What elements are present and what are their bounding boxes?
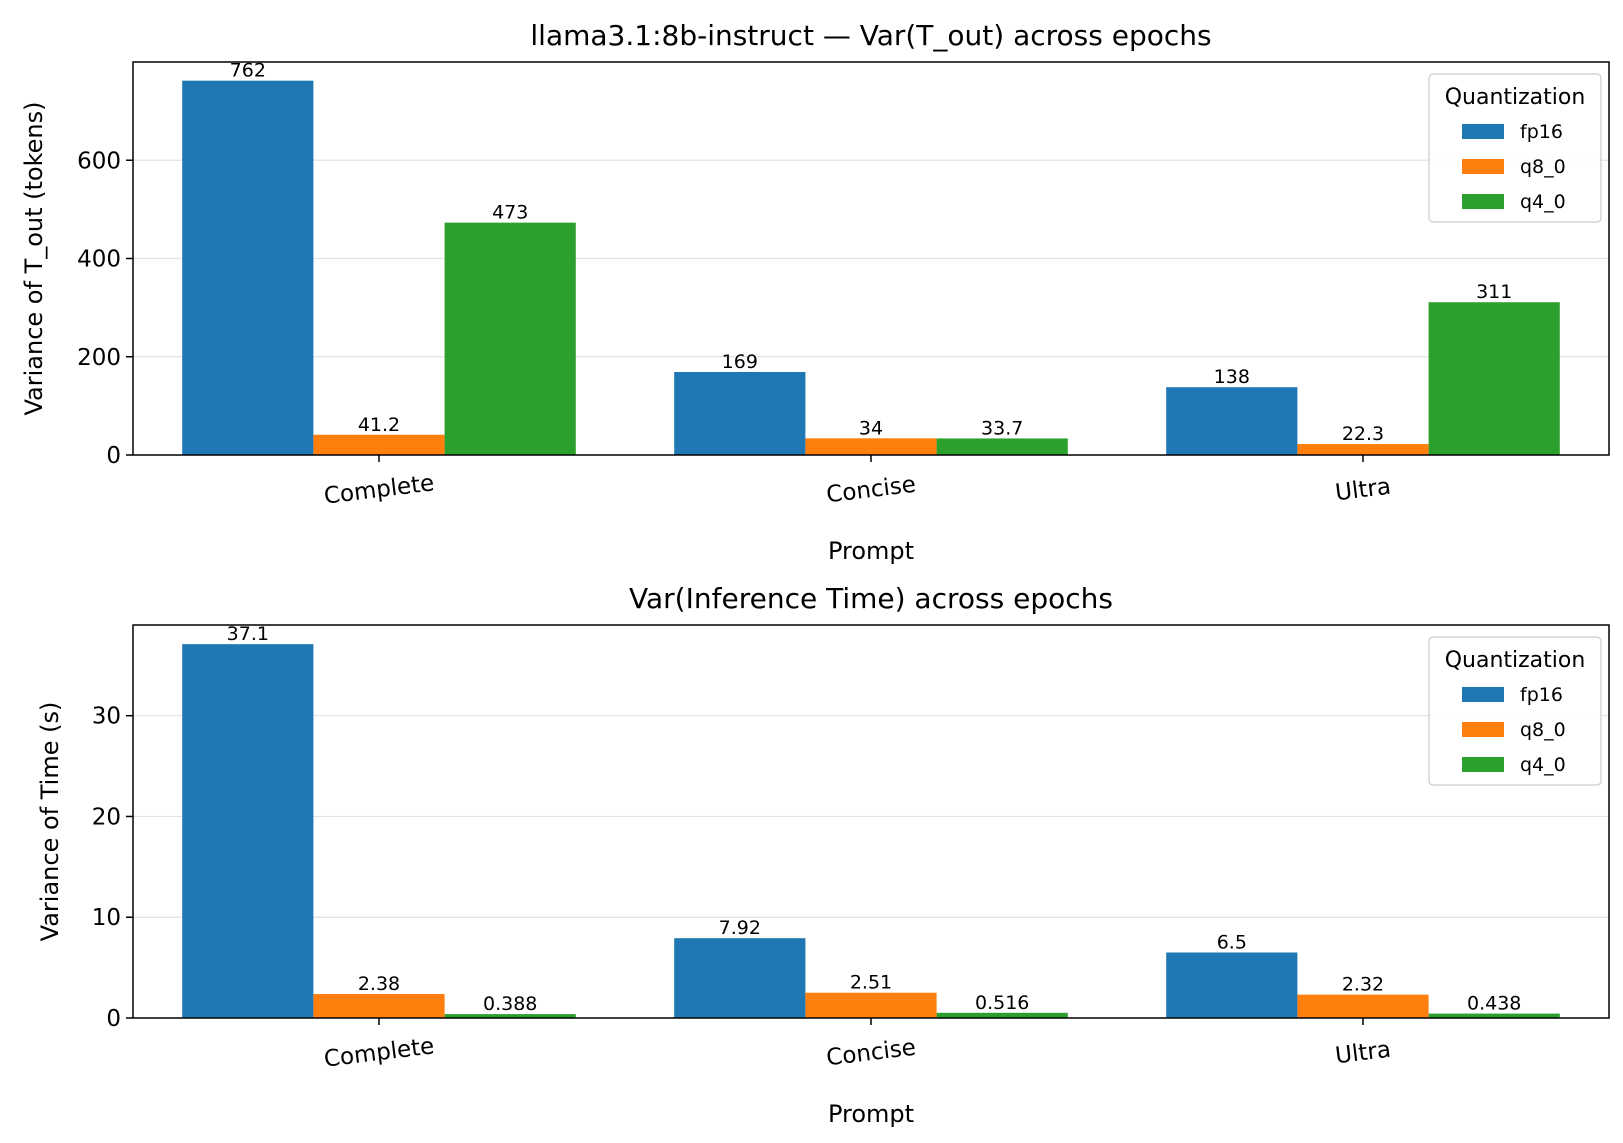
legend: Quantization fp16 q8_0 q4_0 [1428,73,1602,223]
data-label: 473 [492,202,528,224]
legend-label-q8_0: q8_0 [1520,719,1566,741]
data-label: 0.516 [975,992,1029,1014]
data-label: 0.438 [1467,993,1521,1015]
legend: Quantization fp16 q8_0 q4_0 [1428,636,1602,786]
bar-q4_0-complete [444,222,576,455]
bar-q4_0-complete [444,1014,576,1018]
data-label: 7.92 [719,917,761,939]
bar-fp16-concise [674,371,806,455]
legend-swatch-q8_0 [1462,722,1504,737]
bar-q4_0-concise [936,438,1068,455]
legend-label-fp16: fp16 [1520,684,1563,706]
y-tick-label: 600 [77,148,121,174]
legend-swatch-q4_0 [1462,757,1504,772]
legend-swatch-q4_0 [1462,194,1504,209]
bar-q8_0-complete [313,434,445,455]
legend-swatch-fp16 [1462,687,1504,702]
data-label: 169 [722,351,758,373]
x-axis-label: Prompt [828,1100,914,1128]
legend-label-fp16: fp16 [1520,121,1563,143]
data-label: 34 [859,417,883,439]
data-label: 138 [1214,366,1250,388]
y-tick-label: 10 [92,905,121,931]
legend-swatch-fp16 [1462,124,1504,139]
data-label: 2.32 [1342,974,1384,996]
legend-box [1428,636,1602,786]
data-label: 0.388 [483,993,537,1015]
bar-q8_0-complete [313,994,445,1018]
bar-q4_0-ultra [1428,1013,1560,1018]
bar-q8_0-concise [805,438,937,455]
y-axis-label: Variance of T_out (tokens) [20,101,48,415]
bar-fp16-complete [182,80,314,455]
y-axis-label: Variance of Time (s) [36,702,64,942]
data-label: 2.51 [850,972,892,994]
data-label: 22.3 [1342,423,1384,445]
legend-box [1428,73,1602,223]
legend-swatch-q8_0 [1462,159,1504,174]
bar-q8_0-ultra [1297,444,1429,455]
y-tick-label: 0 [106,443,121,469]
data-label: 41.2 [358,414,400,436]
data-label: 37.1 [227,623,269,645]
bar-fp16-concise [674,938,806,1018]
y-tick-label: 0 [106,1006,121,1032]
chart-title: Var(Inference Time) across epochs [629,582,1113,615]
bar-q8_0-concise [805,992,937,1018]
data-label: 311 [1476,281,1512,303]
bar-q4_0-ultra [1428,302,1560,455]
legend-title: Quantization [1445,85,1586,110]
legend-label-q8_0: q8_0 [1520,156,1566,178]
y-tick-label: 400 [77,247,121,273]
bar-fp16-ultra [1166,387,1298,455]
bar-q4_0-concise [936,1012,1068,1018]
data-label: 33.7 [981,417,1023,439]
bar-fp16-ultra [1166,952,1298,1018]
bar-q8_0-ultra [1297,994,1429,1018]
x-axis-label: Prompt [828,537,914,565]
y-tick-label: 200 [77,345,121,371]
legend-label-q4_0: q4_0 [1520,191,1566,213]
data-label: 2.38 [358,973,400,995]
y-tick-label: 30 [92,704,121,730]
data-label: 762 [230,60,266,82]
legend-label-q4_0: q4_0 [1520,754,1566,776]
bar-fp16-complete [182,644,314,1018]
data-label: 6.5 [1217,932,1247,954]
y-tick-label: 20 [92,804,121,830]
legend-title: Quantization [1445,648,1586,673]
chart-title: llama3.1:8b-instruct — Var(T_out) across… [530,19,1211,52]
